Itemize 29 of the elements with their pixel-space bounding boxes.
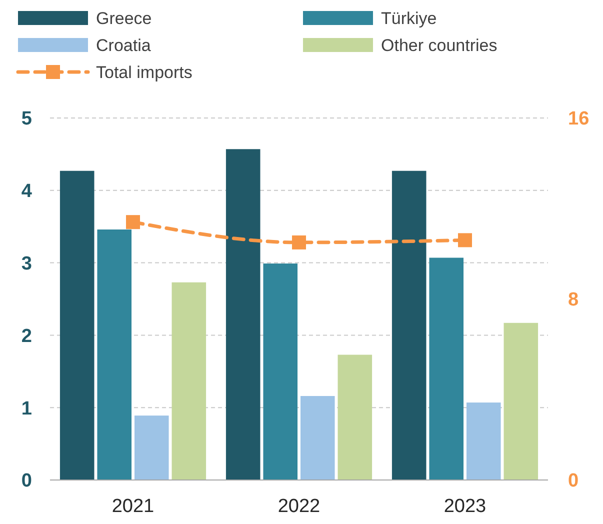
bar bbox=[338, 354, 372, 480]
x-tick-label: 2023 bbox=[444, 496, 486, 517]
x-tick-label: 2021 bbox=[112, 496, 154, 517]
y-tick-label: 2 bbox=[21, 326, 32, 347]
legend-label: Total imports bbox=[96, 62, 192, 82]
y2-tick-label: 16 bbox=[568, 108, 590, 130]
bar bbox=[466, 402, 501, 480]
bar bbox=[226, 149, 260, 480]
bar bbox=[172, 282, 206, 480]
y-tick-label: 1 bbox=[21, 398, 32, 420]
bar bbox=[392, 170, 426, 480]
bar bbox=[429, 258, 464, 480]
bar bbox=[263, 264, 298, 480]
bar bbox=[504, 322, 538, 480]
y-tick-label: 5 bbox=[21, 108, 32, 130]
y-tick-label: 0 bbox=[21, 470, 32, 492]
y2-tick-label: 0 bbox=[568, 470, 579, 492]
y-tick-label: 4 bbox=[21, 181, 32, 202]
legend-label: Other countries bbox=[381, 36, 498, 55]
bar bbox=[97, 229, 132, 480]
bar bbox=[60, 170, 94, 480]
legend-label: Greece bbox=[96, 8, 152, 28]
y2-tick-label: 8 bbox=[568, 290, 579, 311]
bar bbox=[134, 416, 169, 480]
y-tick-label: 3 bbox=[21, 253, 32, 274]
bar bbox=[300, 396, 335, 480]
legend-label: Türkiye bbox=[381, 8, 437, 28]
x-tick-label: 2022 bbox=[278, 496, 320, 517]
legend-label: Croatia bbox=[96, 36, 152, 55]
